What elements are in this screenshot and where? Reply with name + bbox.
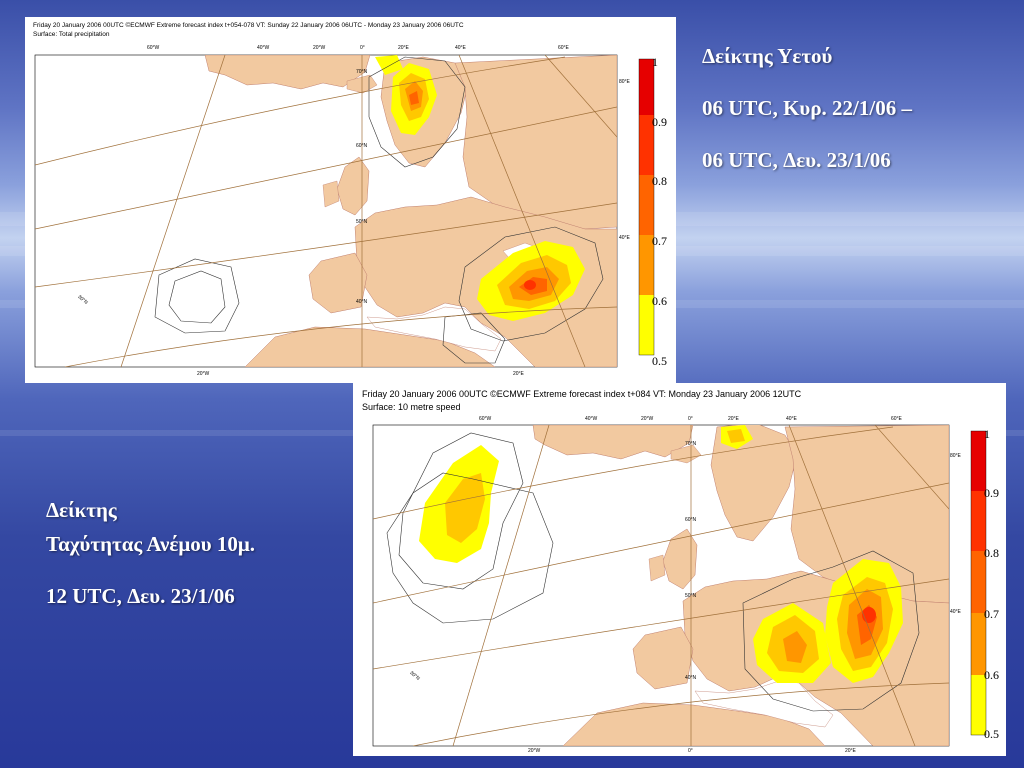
north-africa-land [244,326,496,367]
colorbar-bin-07-08 [639,175,654,235]
wind-graticule [373,425,949,746]
colorbar-bin-09-1 [971,431,986,491]
scandinavia-land [710,425,798,542]
wind-map-header-line2: Surface: 10 metre speed [362,402,461,412]
lat-label: 70°N [356,69,368,75]
colorbar-bin-09-1 [639,59,654,115]
lon-label: 20°E [728,416,739,422]
lat-label: 50°N [685,593,697,599]
lon-label: 0° [360,45,365,51]
lat-label: 40°E [619,235,630,241]
lat-label: 60°N [356,143,368,149]
precip-index-title: Δείκτης Υετού [702,44,833,68]
colorbar-label: 0.8 [652,174,667,188]
colorbar-bin-05-06 [971,675,986,735]
colorbar-label: 1 [652,55,658,69]
lon-label: 40°E [455,45,466,51]
lat-label: 40°N [356,299,368,305]
colorbar-bin-05-06 [639,295,654,355]
lon-label: 40°E [786,416,797,422]
colorbar-label: 0.7 [984,607,999,621]
colorbar-bin-06-07 [639,235,654,295]
wind-index-title-line2: Ταχύτητας Ανέμου 10μ. [46,532,256,556]
lat-label: 80°E [619,79,630,85]
ireland-land [322,180,340,208]
lon-label: 60°E [558,45,569,51]
lon-label: 60°W [479,416,492,422]
precip-map-header-line2: Surface: Total precipitation [33,31,110,38]
wind-efi-shading-atlantic [419,445,499,563]
mediterranean-sea [366,306,502,352]
precip-efi-shading-norway [375,55,437,135]
precip-efi-map-panel: Friday 20 January 2006 00UTC ©ECMWF Extr… [25,17,676,383]
mediterranean-sea [694,680,834,728]
colorbar-label: 0.6 [652,294,667,308]
iceland-land [670,444,702,464]
wind-efi-map-panel: Friday 20 January 2006 00UTC ©ECMWF Extr… [353,383,1006,756]
lon-label: 20°W [197,371,210,377]
colorbar-label: 0.5 [984,727,999,741]
greenland-land [532,425,694,460]
lon-label: 60°W [147,45,160,51]
colorbar-label: 0.9 [984,486,999,500]
greenland-land [204,55,371,90]
lon-label: 20°W [528,748,541,754]
lat-label: 80°E [950,453,961,459]
colorbar-bin-06-07 [971,613,986,675]
wind-map-header-line1: Friday 20 January 2006 00UTC ©ECMWF Extr… [362,389,802,399]
colorbar-label: 0.5 [652,354,667,368]
precip-map-graphic [34,54,655,368]
lon-label: 40°W [585,416,598,422]
wind-index-title-line1: Δείκτης [46,498,117,522]
colorbar-label: 0.6 [984,668,999,682]
colorbar-label: 0.7 [652,234,667,248]
colorbar-label: 0.8 [984,546,999,560]
lon-label: 20°W [313,45,326,51]
lon-label: 60°E [891,416,902,422]
wind-map-graphic [372,424,987,747]
precip-period-line1: 06 UTC, Κυρ. 22/1/06 – [702,96,912,120]
precip-period-line2: 06 UTC, Δευ. 23/1/06 [702,148,891,172]
iberia-land [632,626,694,690]
colorbar-bin-07-08 [971,551,986,613]
lat-label: 60°N [685,517,697,523]
wind-time-label: 12 UTC, Δευ. 23/1/06 [46,584,235,608]
ireland-land [648,554,666,582]
wind-colorbar [970,430,987,736]
colorbar-bin-08-09 [639,115,654,175]
lon-label: 20°E [398,45,409,51]
north-africa-land [562,702,826,746]
precip-efi-shading-balkans [477,241,585,321]
wind-efi-shading-arctic [721,425,753,449]
lat-label: 40°N [685,675,697,681]
colorbar-label: 1 [984,427,990,441]
lon-label: 40°W [257,45,270,51]
lon-label: 20°W [641,416,654,422]
lon-label: 20°E [845,748,856,754]
colorbar-label: 0.9 [652,115,667,129]
lon-label: 0° [688,416,693,422]
lat-label: 40°E [950,609,961,615]
precip-colorbar [638,58,655,356]
colorbar-bin-08-09 [971,491,986,551]
lat-label: 50°N [356,219,368,225]
lon-label: 0° [688,748,693,754]
iberia-land [308,252,368,314]
lat-label: 70°N [685,441,697,447]
lon-label: 20°E [513,371,524,377]
precip-map-header-line1: Friday 20 January 2006 00UTC ©ECMWF Extr… [33,22,464,29]
